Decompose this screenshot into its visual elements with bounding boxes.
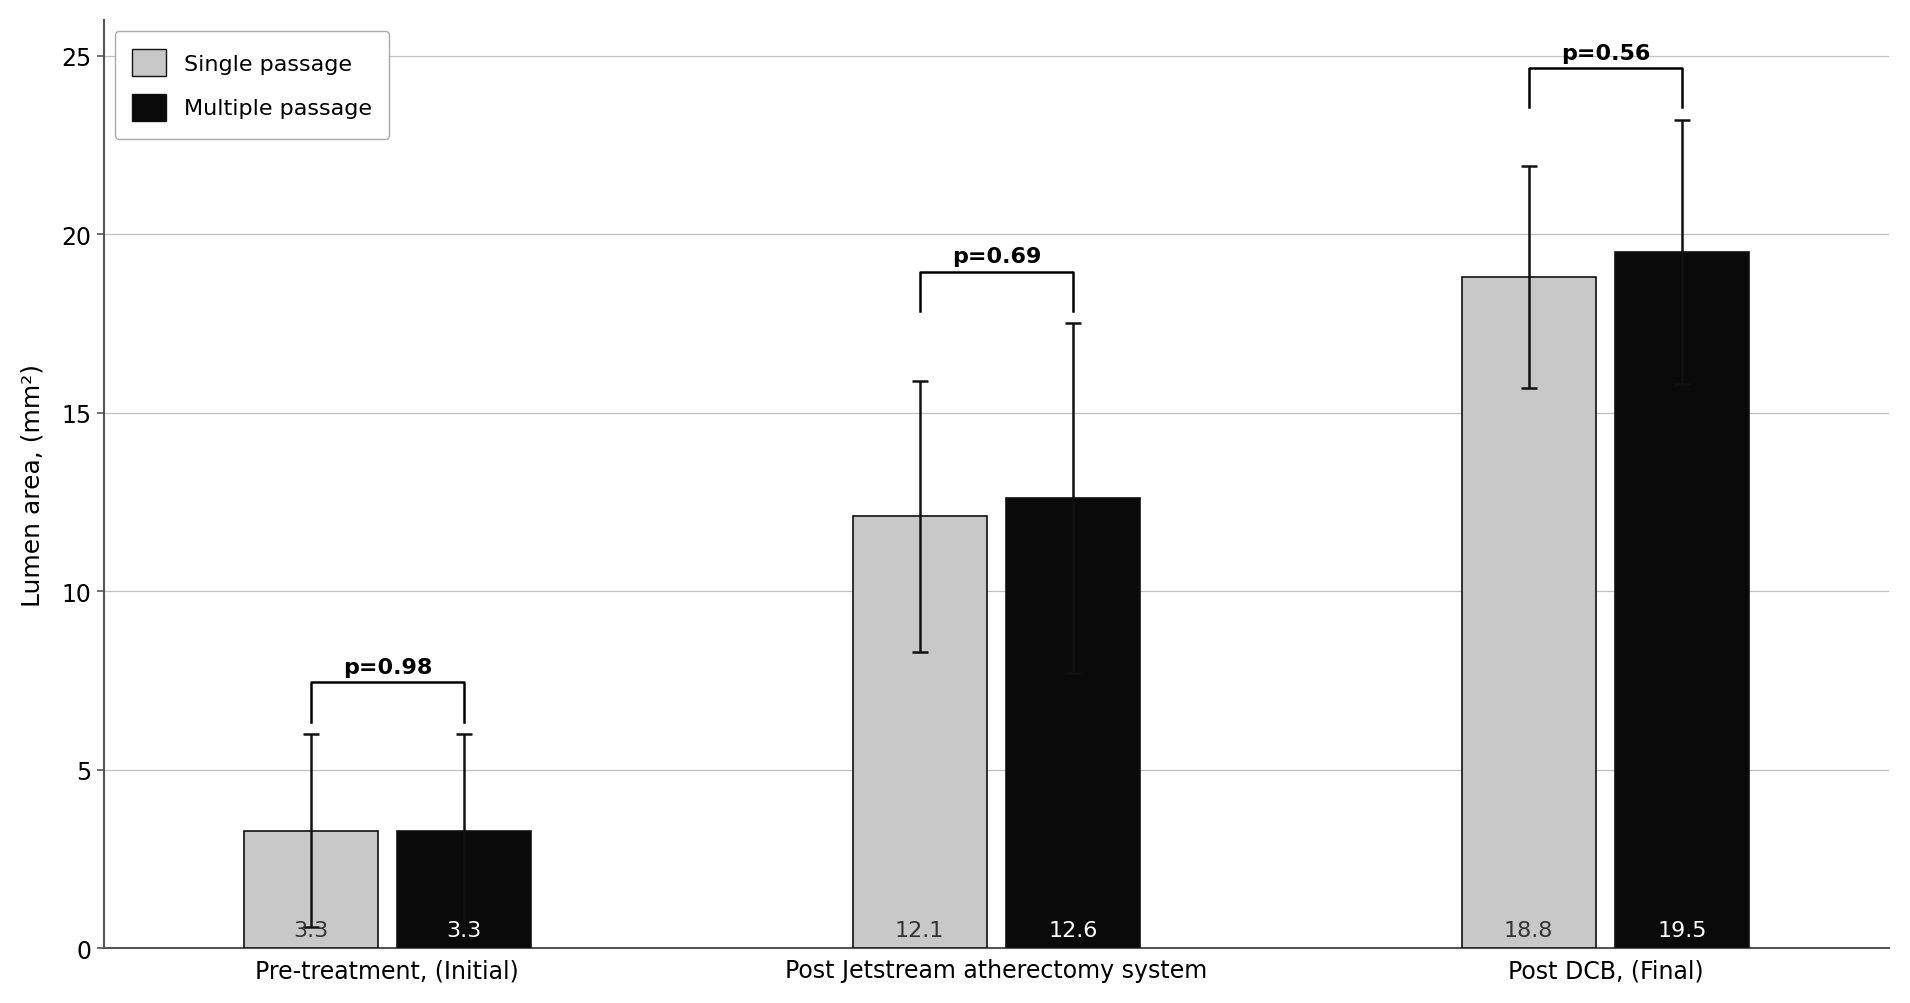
- Bar: [852, 517, 987, 949]
- Bar: [1007, 498, 1140, 949]
- Y-axis label: Lumen area, (mm²): Lumen area, (mm²): [21, 363, 44, 606]
- Text: 12.6: 12.6: [1049, 920, 1098, 940]
- Text: 12.1: 12.1: [896, 920, 944, 940]
- Legend: Single passage, Multiple passage: Single passage, Multiple passage: [115, 32, 390, 139]
- Text: 3.3: 3.3: [447, 920, 481, 940]
- Text: 3.3: 3.3: [292, 920, 329, 940]
- Bar: [244, 830, 378, 949]
- Text: 18.8: 18.8: [1503, 920, 1553, 940]
- Bar: [1616, 253, 1750, 949]
- Text: p=0.56: p=0.56: [1560, 44, 1650, 63]
- Text: 19.5: 19.5: [1658, 920, 1708, 940]
- Text: p=0.69: p=0.69: [951, 247, 1041, 267]
- Bar: [1461, 278, 1595, 949]
- Bar: [397, 830, 531, 949]
- Text: p=0.98: p=0.98: [342, 657, 432, 677]
